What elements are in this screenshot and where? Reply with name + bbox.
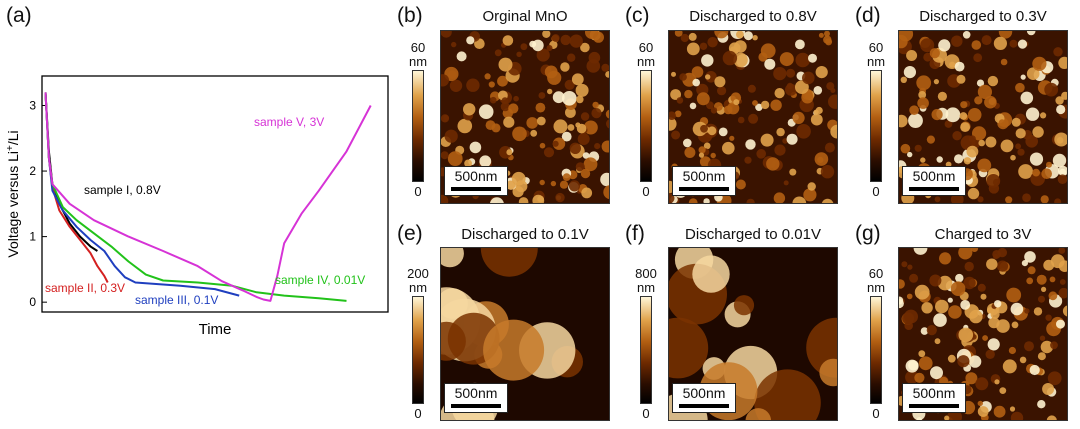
scale-bar: 500nm <box>902 383 966 413</box>
scale-bar-label: 500nm <box>454 385 498 401</box>
panel-letter: (b) <box>397 4 423 27</box>
panel-letter-a: (a) <box>6 4 32 27</box>
series-label: sample V, 3V <box>254 115 324 129</box>
colorbar-unit-label: nm <box>866 54 886 69</box>
panel-title: Discharged to 0.1V <box>461 226 589 243</box>
panel-letter: (e) <box>397 222 423 245</box>
afm-image <box>898 247 1068 421</box>
series-label: sample II, 0.3V <box>45 281 125 295</box>
panel-letter: (f) <box>625 222 645 245</box>
colorbar <box>640 296 652 404</box>
scale-bar: 500nm <box>444 383 508 413</box>
series-line <box>44 92 98 252</box>
series-label: sample IV, 0.01V <box>275 273 365 287</box>
colorbar-max-label: 200 <box>407 266 429 281</box>
colorbar <box>412 296 424 404</box>
y-tick-label: 3 <box>29 99 36 113</box>
colorbar-min-label: 0 <box>642 406 650 421</box>
panel-letter: (c) <box>625 4 650 27</box>
colorbar-max-label: 800 <box>635 266 657 281</box>
colorbar-max-label: 60 <box>410 40 426 55</box>
y-tick-label: 1 <box>29 230 36 244</box>
series-line <box>44 92 372 302</box>
y-axis-label-sup: + <box>5 145 16 151</box>
panel-title: Orginal MnO <box>482 8 568 25</box>
series-lines <box>44 92 372 302</box>
scale-bar: 500nm <box>902 166 966 196</box>
scale-bar: 500nm <box>672 166 736 196</box>
colorbar-min-label: 0 <box>872 184 880 199</box>
colorbar-unit-label: nm <box>408 280 428 295</box>
afm-image <box>668 247 838 421</box>
scale-bar: 500nm <box>444 166 508 196</box>
colorbar-max-label: 60 <box>868 266 884 281</box>
colorbar-unit-label: nm <box>636 54 656 69</box>
panel-letter: (d) <box>855 4 881 27</box>
colorbar-max-label: 60 <box>868 40 884 55</box>
series-label: sample I, 0.8V <box>84 183 161 197</box>
scale-bar-label: 500nm <box>682 168 726 184</box>
scale-bar-label: 500nm <box>682 385 726 401</box>
colorbar <box>870 70 882 182</box>
series-line <box>44 92 347 302</box>
scale-bar-line <box>909 187 959 191</box>
colorbar-unit-label: nm <box>408 54 428 69</box>
colorbar-unit-label: nm <box>636 280 656 295</box>
series-label: sample III, 0.1V <box>135 293 218 307</box>
colorbar-unit-label: nm <box>866 280 886 295</box>
colorbar-min-label: 0 <box>642 184 650 199</box>
series-line <box>44 92 240 297</box>
colorbar <box>412 70 424 182</box>
x-axis-label: Time <box>199 321 232 338</box>
y-axis-label: Voltage versus Li+/Li <box>5 130 22 257</box>
scale-bar-label: 500nm <box>912 168 956 184</box>
y-ticks: 0 1 2 3 <box>29 99 47 309</box>
panel-letter: (g) <box>855 222 881 245</box>
colorbar-min-label: 0 <box>872 406 880 421</box>
colorbar <box>640 70 652 182</box>
scale-bar-line <box>679 404 729 408</box>
scale-bar: 500nm <box>672 383 736 413</box>
colorbar-min-label: 0 <box>414 406 422 421</box>
scale-bar-line <box>909 404 959 408</box>
plot-frame <box>41 75 389 313</box>
scale-bar-line <box>451 187 501 191</box>
y-axis-label-end: /Li <box>5 130 21 145</box>
colorbar-min-label: 0 <box>414 184 422 199</box>
scale-bar-label: 500nm <box>454 168 498 184</box>
colorbar-max-label: 60 <box>638 40 654 55</box>
series-labels: sample I, 0.8V sample II, 0.3V sample III,… <box>45 115 365 307</box>
y-tick-label: 2 <box>29 164 36 178</box>
panel-title: Discharged to 0.01V <box>685 226 821 243</box>
scale-bar-line <box>451 404 501 408</box>
scale-bar-line <box>679 187 729 191</box>
y-tick-label: 0 <box>29 295 36 309</box>
panel-title: Discharged to 0.3V <box>919 8 1047 25</box>
colorbar <box>870 296 882 404</box>
panel-title: Charged to 3V <box>934 226 1032 243</box>
scale-bar-label: 500nm <box>912 385 956 401</box>
panel-title: Discharged to 0.8V <box>689 8 817 25</box>
y-axis-label-main: Voltage versus Li <box>5 151 21 258</box>
